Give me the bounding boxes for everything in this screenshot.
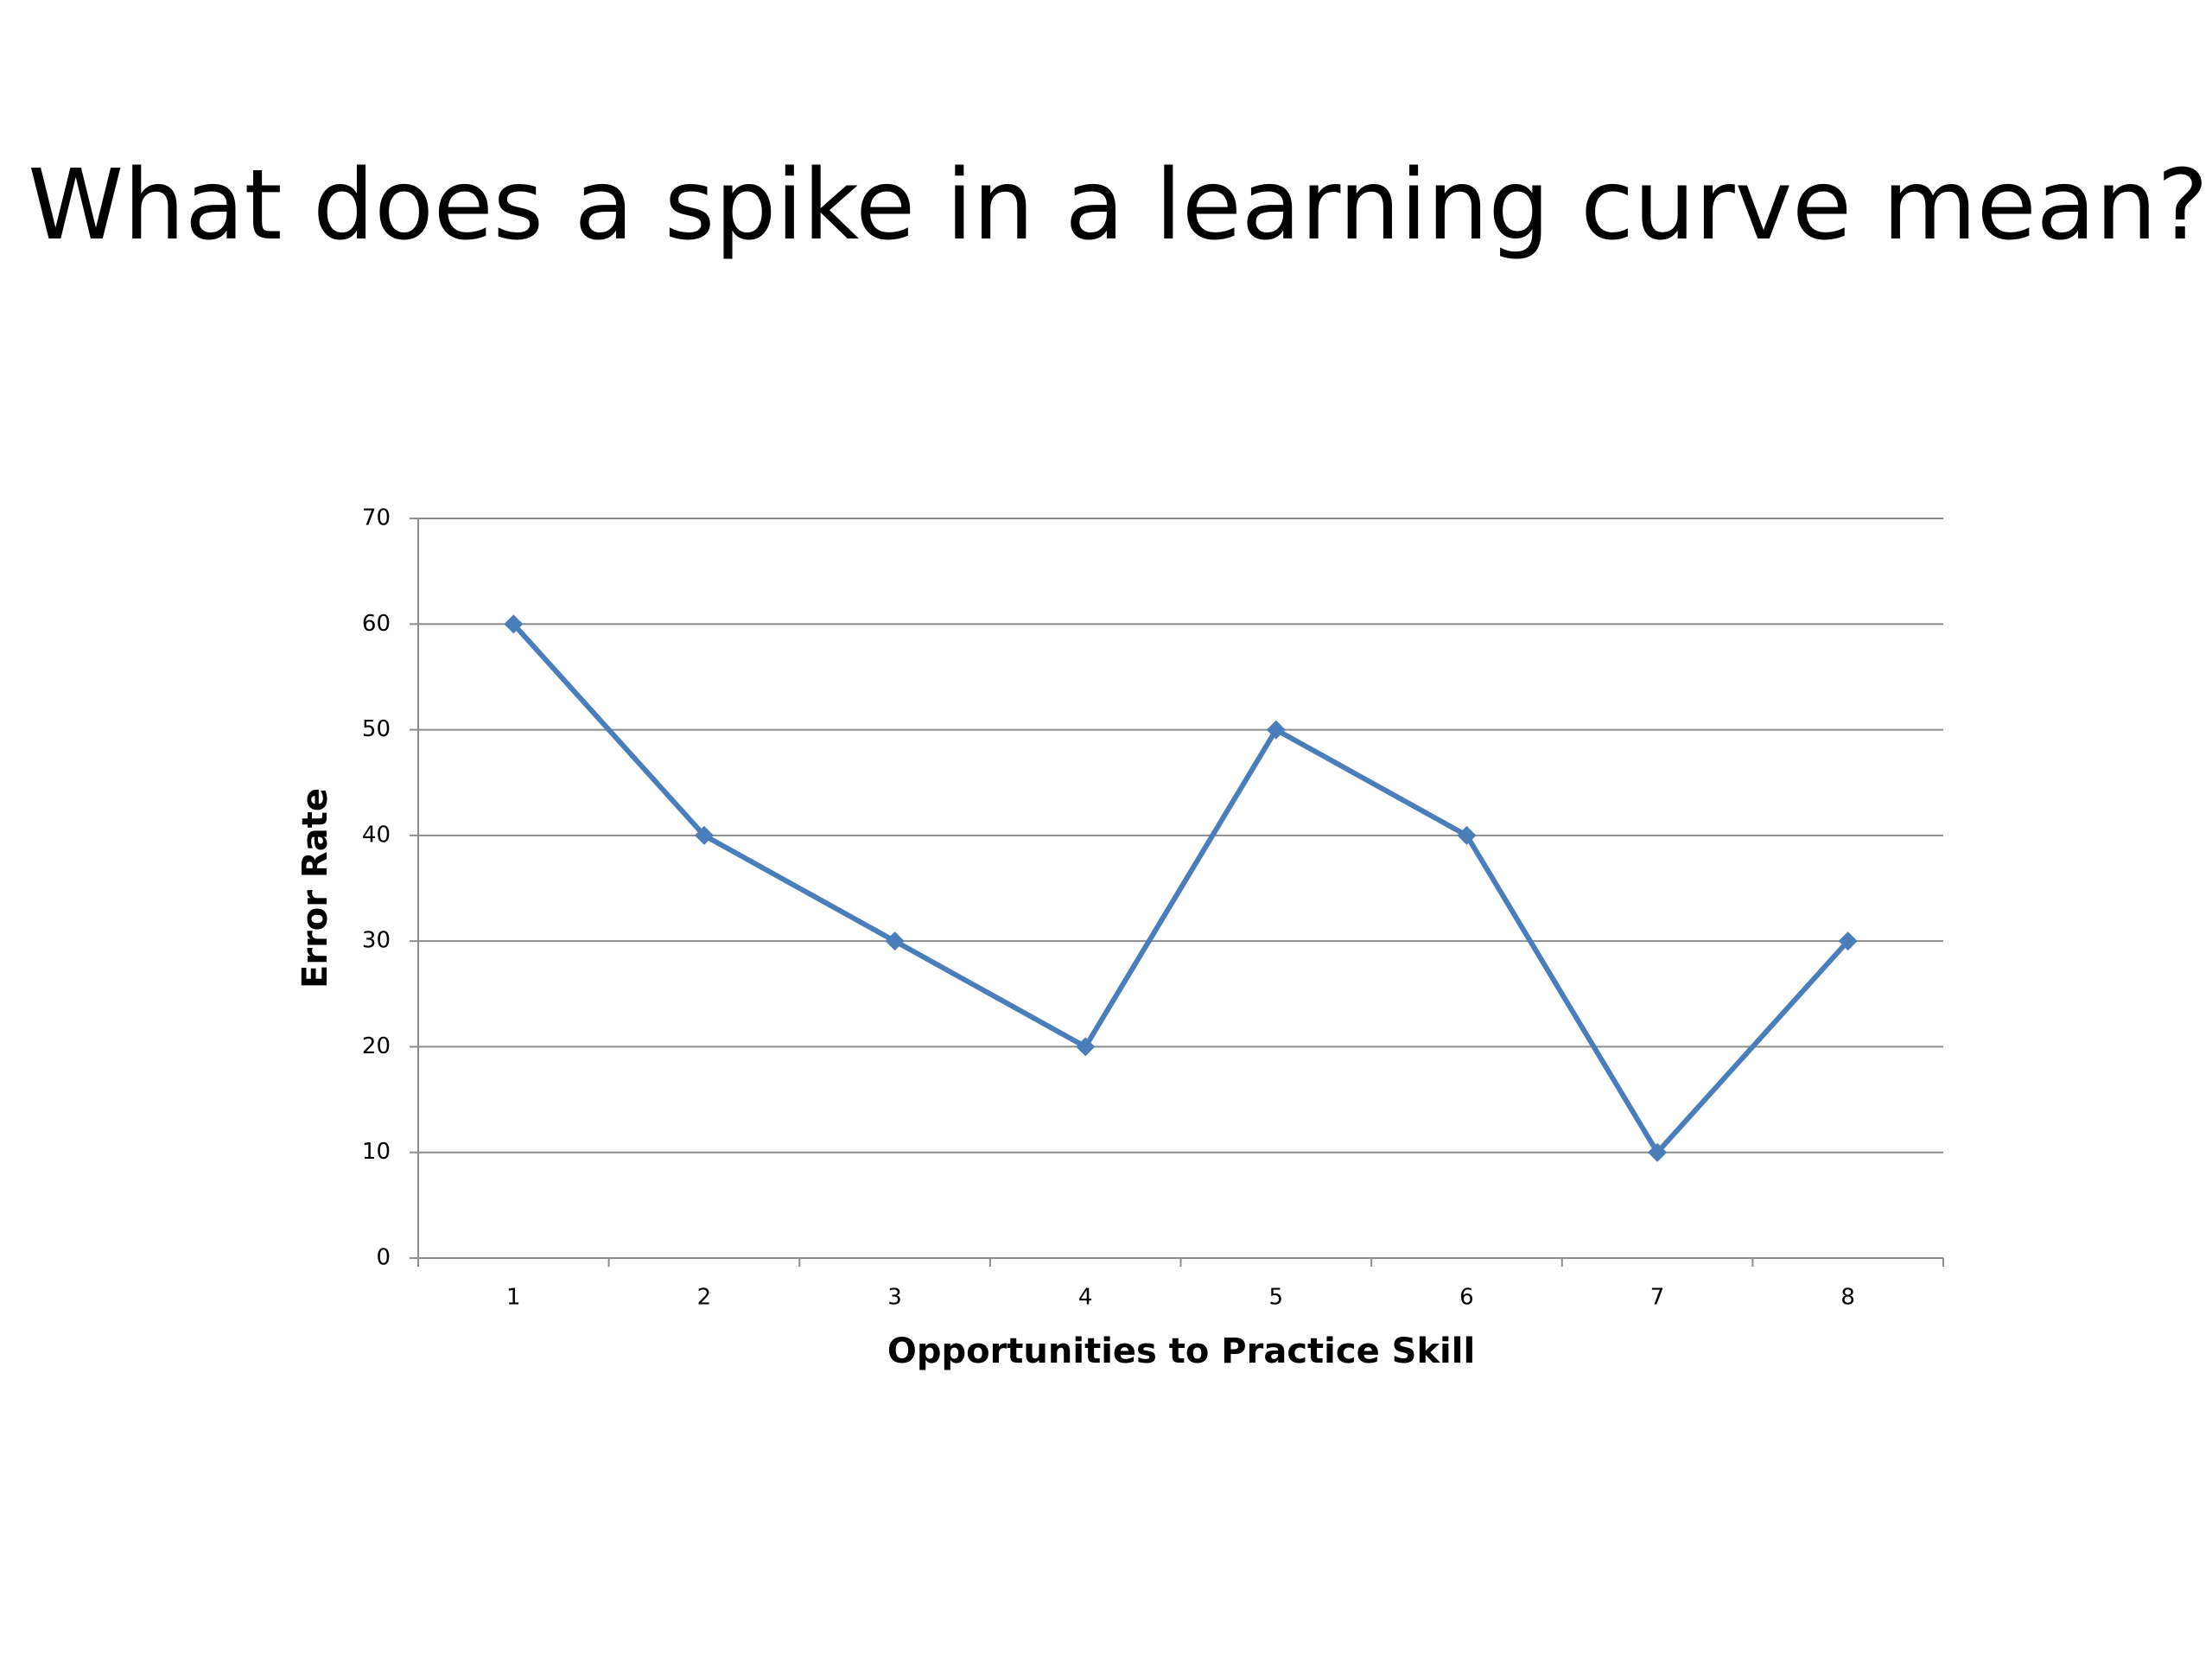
y-tick-label: 70 xyxy=(362,505,391,531)
x-tick-label: 7 xyxy=(1650,1285,1665,1311)
data-line xyxy=(512,622,1850,1155)
y-tick-label: 50 xyxy=(362,716,391,742)
y-tick-label: 0 xyxy=(376,1245,391,1271)
x-tick-label: 6 xyxy=(1459,1285,1474,1311)
data-marker xyxy=(694,825,714,845)
chart-title: What does a spike in a learning curve me… xyxy=(28,149,2208,262)
y-tick-label: 60 xyxy=(362,611,391,637)
x-tick-label: 2 xyxy=(697,1285,712,1311)
x-tick-label: 3 xyxy=(887,1285,902,1311)
data-marker xyxy=(1838,931,1858,951)
data-marker xyxy=(504,614,524,634)
x-tick-label: 1 xyxy=(506,1285,521,1311)
data-marker xyxy=(1266,720,1286,740)
data-marker xyxy=(1076,1037,1096,1057)
y-axis-title: Error Rate xyxy=(296,788,335,988)
data-marker xyxy=(1648,1142,1668,1162)
y-tick-label: 10 xyxy=(362,1139,391,1165)
y-tick-label: 20 xyxy=(362,1033,391,1059)
x-tick-label: 8 xyxy=(1840,1285,1855,1311)
y-tick-label: 40 xyxy=(362,822,391,848)
data-marker xyxy=(1457,825,1477,845)
data-marker xyxy=(885,931,905,951)
y-tick-label: 30 xyxy=(362,928,391,954)
x-tick-label: 4 xyxy=(1078,1285,1093,1311)
x-axis-title: Opportunities to Practice Skill xyxy=(887,1332,1475,1371)
x-tick-label: 5 xyxy=(1269,1285,1284,1311)
